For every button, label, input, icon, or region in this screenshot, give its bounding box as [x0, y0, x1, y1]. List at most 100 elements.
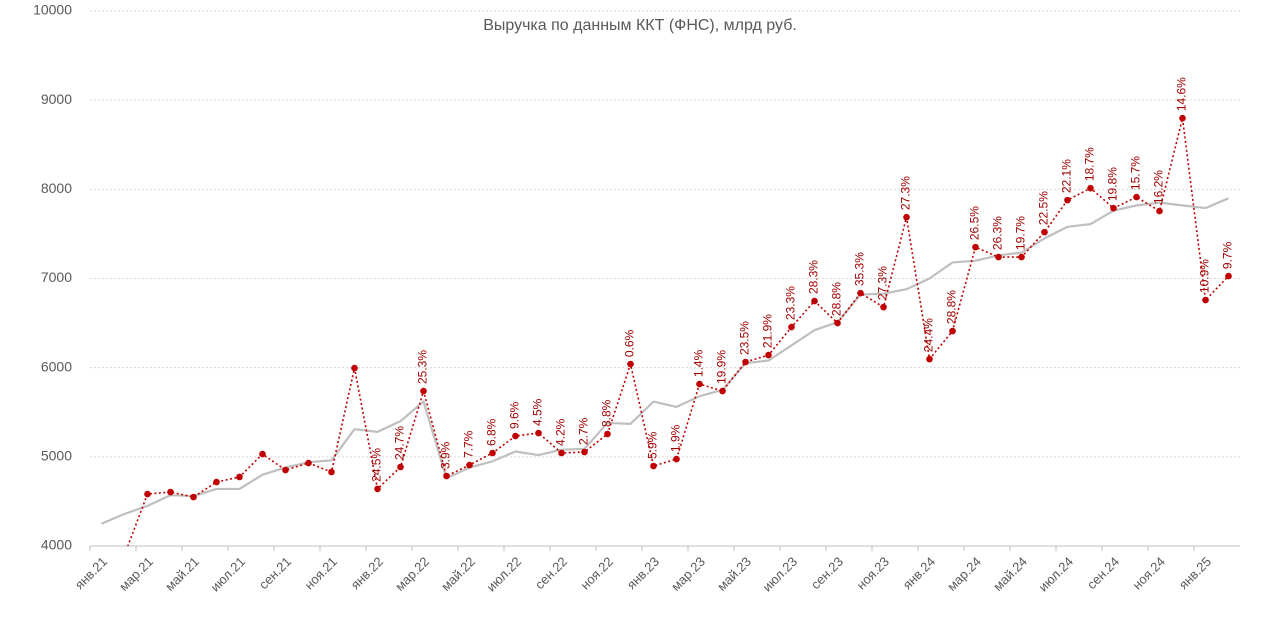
data-label: 19.8%: [1106, 167, 1120, 201]
data-label: 0.6%: [623, 329, 637, 357]
data-label: 25.3%: [416, 350, 430, 384]
point: [259, 450, 266, 458]
x-tick-label: июл.21: [207, 554, 248, 595]
point: [949, 327, 956, 335]
data-label: 23.3%: [784, 286, 798, 320]
point: [1133, 193, 1140, 201]
x-tick-label: ноя.24: [1129, 554, 1168, 593]
data-label: 35.3%: [853, 252, 867, 286]
data-label: 22.1%: [1060, 159, 1074, 193]
point: [420, 387, 427, 395]
point: [995, 253, 1002, 261]
x-tick-label: июл.24: [1035, 554, 1076, 595]
data-label: 10.9%: [1198, 259, 1212, 293]
data-label: 1.9%: [669, 424, 683, 452]
point: [650, 462, 657, 470]
data-label: 6.8%: [485, 418, 499, 446]
point: [121, 552, 128, 559]
point: [880, 303, 887, 311]
data-label: 22.5%: [1037, 191, 1051, 225]
data-label: 15.7%: [1129, 156, 1143, 190]
point: [1202, 296, 1209, 304]
x-tick-label: май.22: [438, 554, 478, 594]
point: [1041, 228, 1048, 236]
x-tick-label: янв.21: [72, 554, 110, 592]
point: [489, 449, 496, 457]
data-label: 14.6%: [1175, 77, 1189, 111]
data-label: 26.5%: [968, 206, 982, 240]
data-label: 24.7%: [393, 426, 407, 460]
point: [627, 360, 634, 368]
data-label: 24.5%: [370, 448, 384, 482]
x-tick-label: июл.23: [759, 554, 800, 595]
x-tick-label: мар.24: [944, 554, 984, 594]
point: [558, 449, 565, 457]
y-tick-label: 6000: [41, 358, 72, 374]
point: [604, 430, 611, 438]
point: [834, 319, 841, 327]
data-label: 9.6%: [508, 401, 522, 429]
point: [696, 380, 703, 388]
data-label: 24.4%: [922, 318, 936, 352]
point: [857, 289, 864, 297]
point: [351, 364, 358, 372]
y-tick-label: 10000: [33, 2, 72, 18]
point: [1018, 253, 1025, 261]
point: [1110, 204, 1117, 212]
data-label: 27.3%: [899, 176, 913, 210]
point: [190, 493, 197, 501]
x-tick-label: янв.25: [1176, 554, 1214, 592]
y-tick-label: 8000: [41, 180, 72, 196]
point: [1179, 114, 1186, 122]
data-label: 27.3%: [876, 266, 890, 300]
x-tick-label: июл.22: [483, 554, 524, 595]
point: [903, 213, 910, 221]
x-tick-label: ноя.21: [301, 554, 340, 593]
point: [1064, 196, 1071, 204]
data-label: 18.7%: [1083, 147, 1097, 181]
data-label: 2.7%: [577, 417, 591, 445]
point: [788, 323, 795, 331]
point: [581, 448, 588, 456]
x-tick-label: ноя.22: [577, 554, 616, 593]
data-label: 21.9%: [761, 314, 775, 348]
point: [144, 490, 151, 498]
point: [742, 358, 749, 366]
data-label: 3.9%: [439, 441, 453, 469]
x-tick-label: янв.22: [348, 554, 386, 592]
data-label: 1.4%: [692, 349, 706, 377]
series-line: [101, 197, 1229, 525]
x-tick-label: сен.21: [256, 554, 294, 592]
x-tick-label: май.24: [990, 554, 1030, 594]
data-label: 28.8%: [830, 282, 844, 316]
y-tick-label: 7000: [41, 269, 72, 285]
y-tick-label: 5000: [41, 448, 72, 464]
point: [328, 468, 335, 476]
point: [1087, 184, 1094, 192]
point: [673, 455, 680, 463]
x-tick-label: мар.22: [392, 554, 432, 594]
point: [305, 459, 312, 467]
data-label: 4.5%: [531, 398, 545, 426]
point: [811, 297, 818, 305]
point: [765, 351, 772, 359]
data-label: 4.2%: [554, 418, 568, 446]
data-label: 28.8%: [945, 290, 959, 324]
point: [1156, 207, 1163, 215]
x-tick-label: май.23: [714, 554, 754, 594]
data-label: 23.5%: [738, 321, 752, 355]
x-tick-label: мар.21: [116, 554, 156, 594]
point: [374, 485, 381, 493]
point: [535, 429, 542, 437]
data-label: 9.7%: [1221, 241, 1235, 269]
y-tick-label: 9000: [41, 91, 72, 107]
x-tick-label: янв.23: [624, 554, 662, 592]
point: [236, 473, 243, 481]
y-tick-label: 4000: [41, 537, 72, 553]
point: [719, 387, 726, 395]
data-label: 19.7%: [1014, 216, 1028, 250]
x-tick-label: сен.24: [1084, 554, 1122, 592]
data-label: 5.9%: [646, 431, 660, 459]
x-tick-label: сен.22: [532, 554, 570, 592]
